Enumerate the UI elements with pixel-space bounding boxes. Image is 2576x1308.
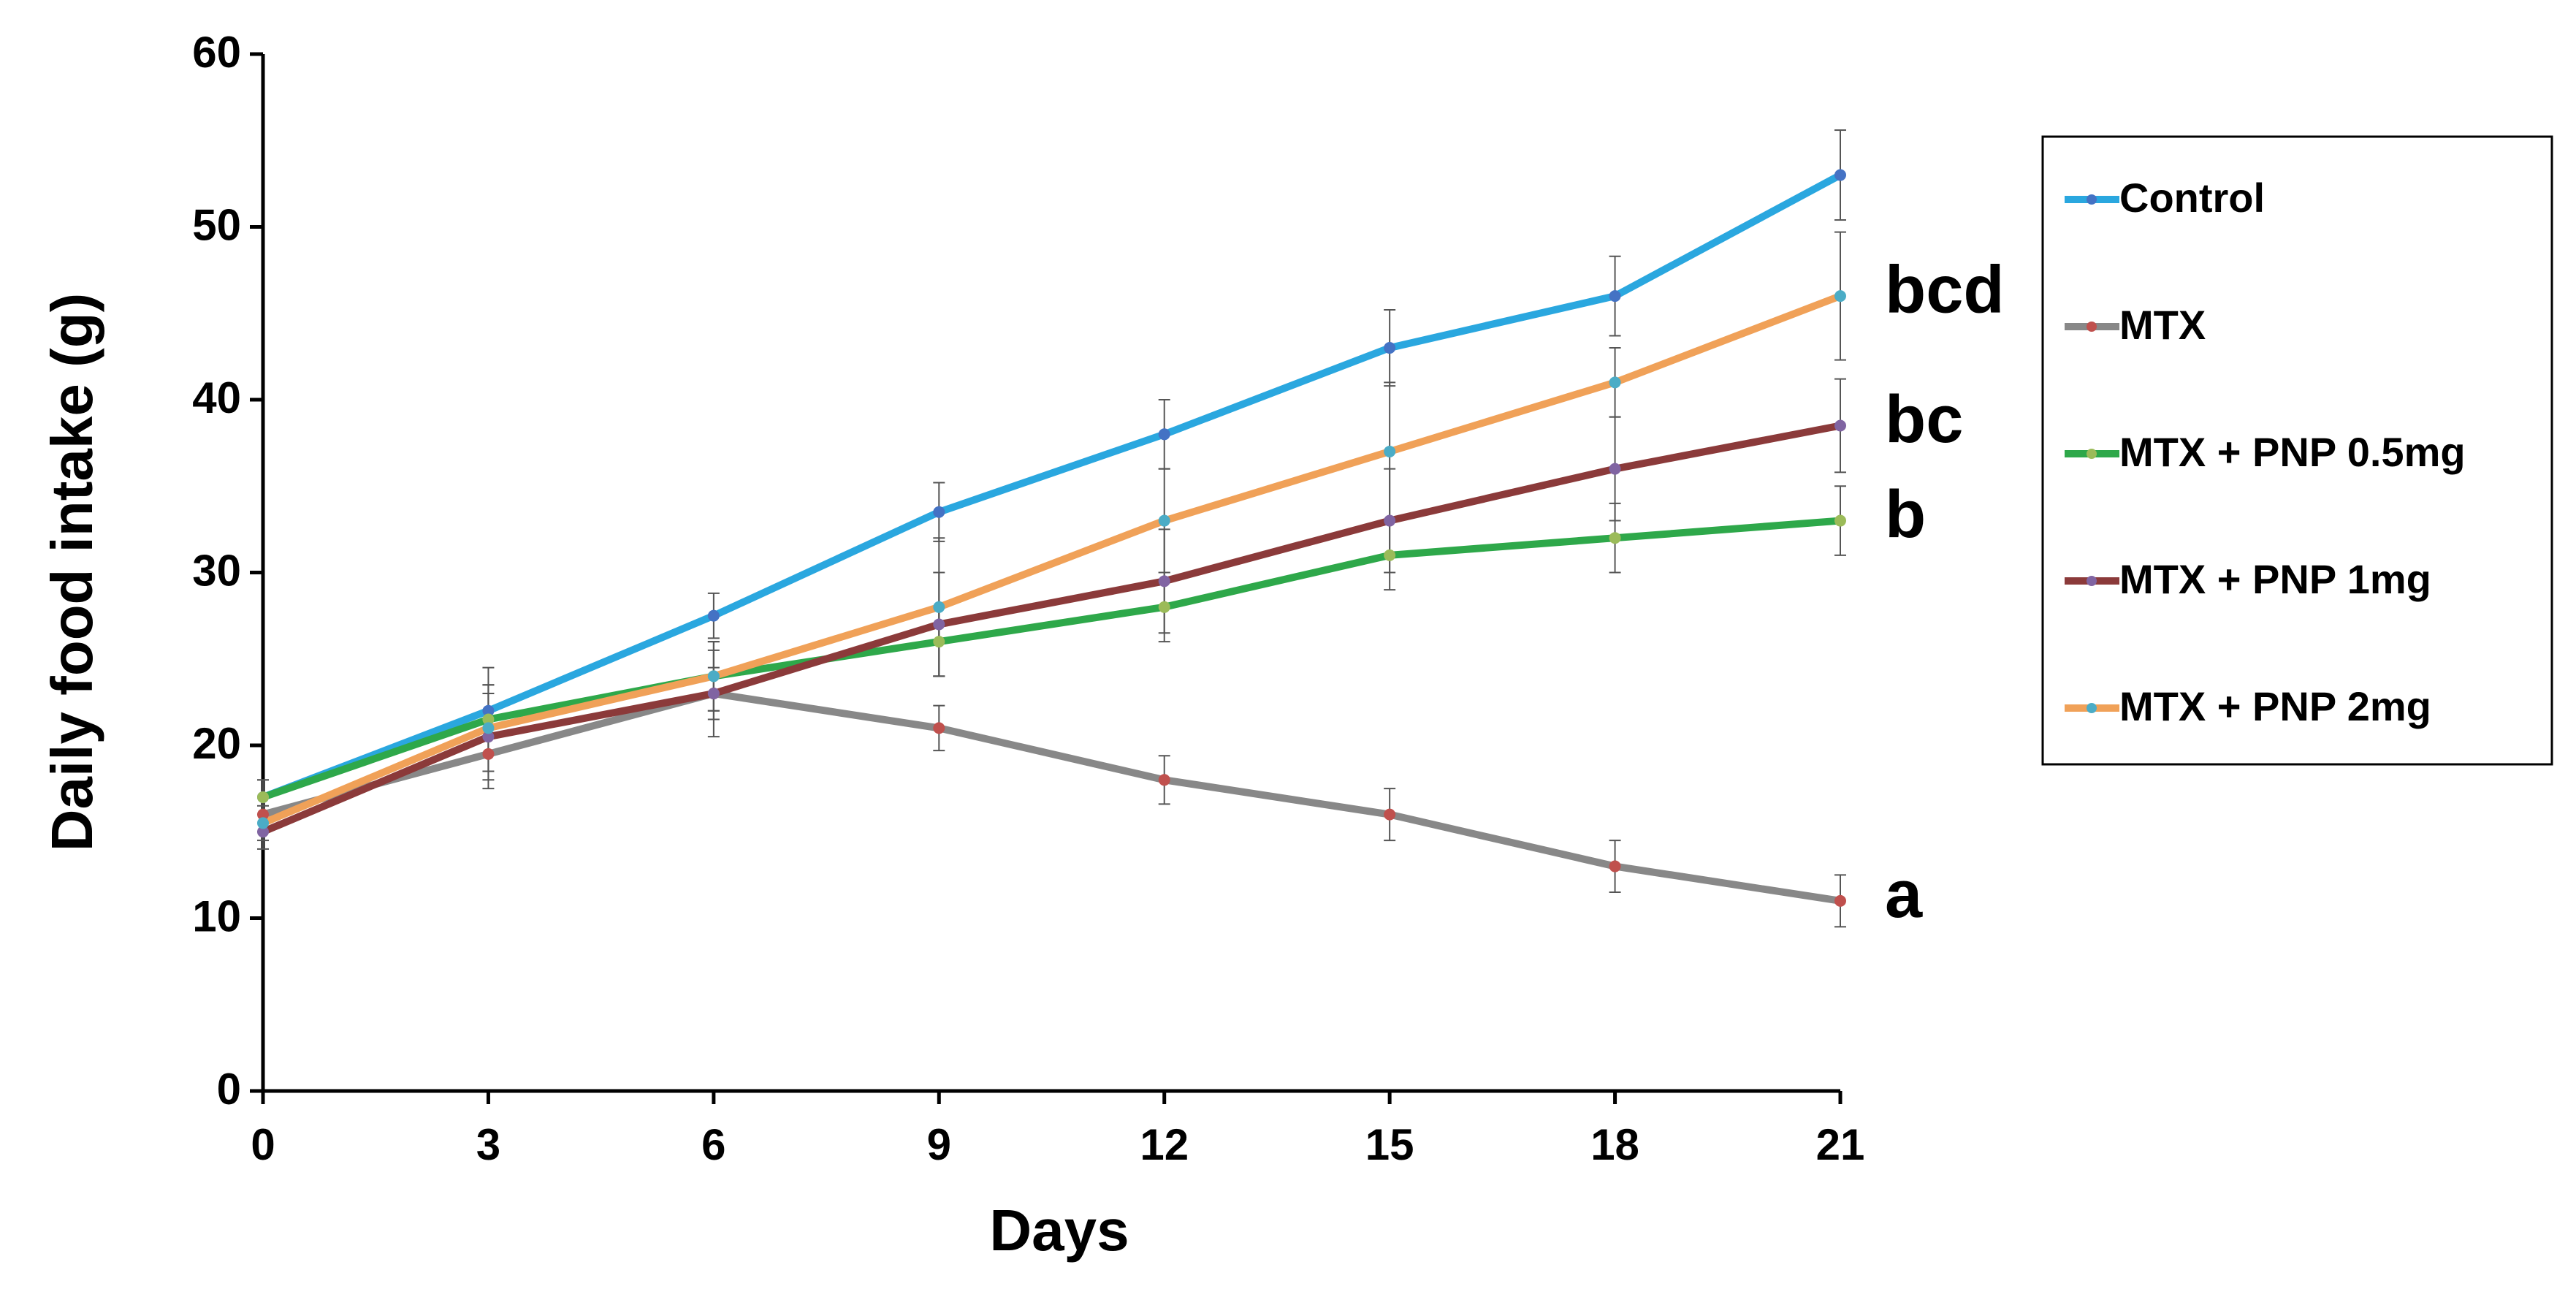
legend-marker xyxy=(2087,322,2097,332)
x-tick-label: 6 xyxy=(701,1120,725,1169)
x-tick-label: 21 xyxy=(1816,1120,1865,1169)
data-point xyxy=(933,636,945,648)
x-tick-label: 12 xyxy=(1140,1120,1189,1169)
data-point xyxy=(707,688,720,700)
x-tick-label: 15 xyxy=(1365,1120,1414,1169)
data-point xyxy=(482,704,495,717)
data-point xyxy=(1609,376,1621,389)
data-point xyxy=(1834,894,1846,907)
x-tick-label: 9 xyxy=(927,1120,951,1169)
x-tick-label: 0 xyxy=(251,1120,275,1169)
data-point xyxy=(707,670,720,682)
x-tick-label: 18 xyxy=(1590,1120,1639,1169)
data-point xyxy=(1384,445,1396,457)
data-point xyxy=(1609,463,1621,475)
y-tick-label: 20 xyxy=(192,719,241,768)
data-point xyxy=(1384,342,1396,354)
data-point xyxy=(257,817,269,829)
data-point xyxy=(707,609,720,622)
data-point xyxy=(1834,290,1846,303)
y-tick-label: 50 xyxy=(192,200,241,249)
series-line xyxy=(262,292,1842,827)
data-point xyxy=(482,731,495,743)
data-point xyxy=(1158,774,1170,786)
legend-marker xyxy=(2087,703,2097,713)
legend-box xyxy=(2041,135,2553,766)
y-axis-title: Daily food intake (g) xyxy=(39,293,104,852)
series-line xyxy=(262,172,1843,801)
data-point xyxy=(1384,808,1396,821)
data-point xyxy=(1384,514,1396,527)
y-tick-label: 0 xyxy=(217,1065,241,1114)
x-axis-title: Days xyxy=(989,1198,1129,1263)
data-point xyxy=(1158,428,1170,441)
data-point xyxy=(1158,514,1170,527)
legend-label: MTX + PNP 1mg xyxy=(2119,556,2431,602)
data-point xyxy=(257,791,269,803)
annotation: bc xyxy=(1885,382,1963,457)
data-point xyxy=(257,826,269,838)
x-tick-label: 3 xyxy=(476,1120,500,1169)
data-point xyxy=(482,713,495,726)
data-point xyxy=(933,506,945,518)
data-point xyxy=(1609,860,1621,872)
legend-label: MTX + PNP 0.5mg xyxy=(2119,429,2466,475)
data-point xyxy=(933,618,945,631)
legend-label: MTX + PNP 2mg xyxy=(2119,683,2431,729)
data-point xyxy=(257,808,269,821)
legend-marker xyxy=(2087,576,2097,586)
data-point xyxy=(1609,532,1621,544)
legend-marker xyxy=(2087,449,2097,459)
data-point xyxy=(1158,601,1170,613)
annotation: b xyxy=(1885,477,1926,552)
legend-label: Control xyxy=(2119,175,2265,221)
data-point xyxy=(1384,549,1396,561)
y-tick-label: 10 xyxy=(192,891,241,940)
y-tick-label: 30 xyxy=(192,546,241,595)
data-point xyxy=(1834,514,1846,527)
series-line xyxy=(262,517,1841,801)
data-point xyxy=(1609,290,1621,303)
legend-marker xyxy=(2087,194,2097,205)
annotation: a xyxy=(1885,857,1923,932)
series-line xyxy=(262,690,1841,905)
data-point xyxy=(482,722,495,734)
data-point xyxy=(1834,419,1846,432)
series-line xyxy=(262,422,1841,835)
y-tick-label: 60 xyxy=(192,28,241,77)
data-point xyxy=(482,748,495,760)
data-point xyxy=(933,601,945,613)
data-point xyxy=(1834,169,1846,181)
annotation: bcd xyxy=(1885,252,2005,327)
legend-label: MTX xyxy=(2119,302,2206,348)
y-tick-label: 40 xyxy=(192,373,241,422)
data-point xyxy=(1158,575,1170,588)
data-point xyxy=(933,722,945,734)
